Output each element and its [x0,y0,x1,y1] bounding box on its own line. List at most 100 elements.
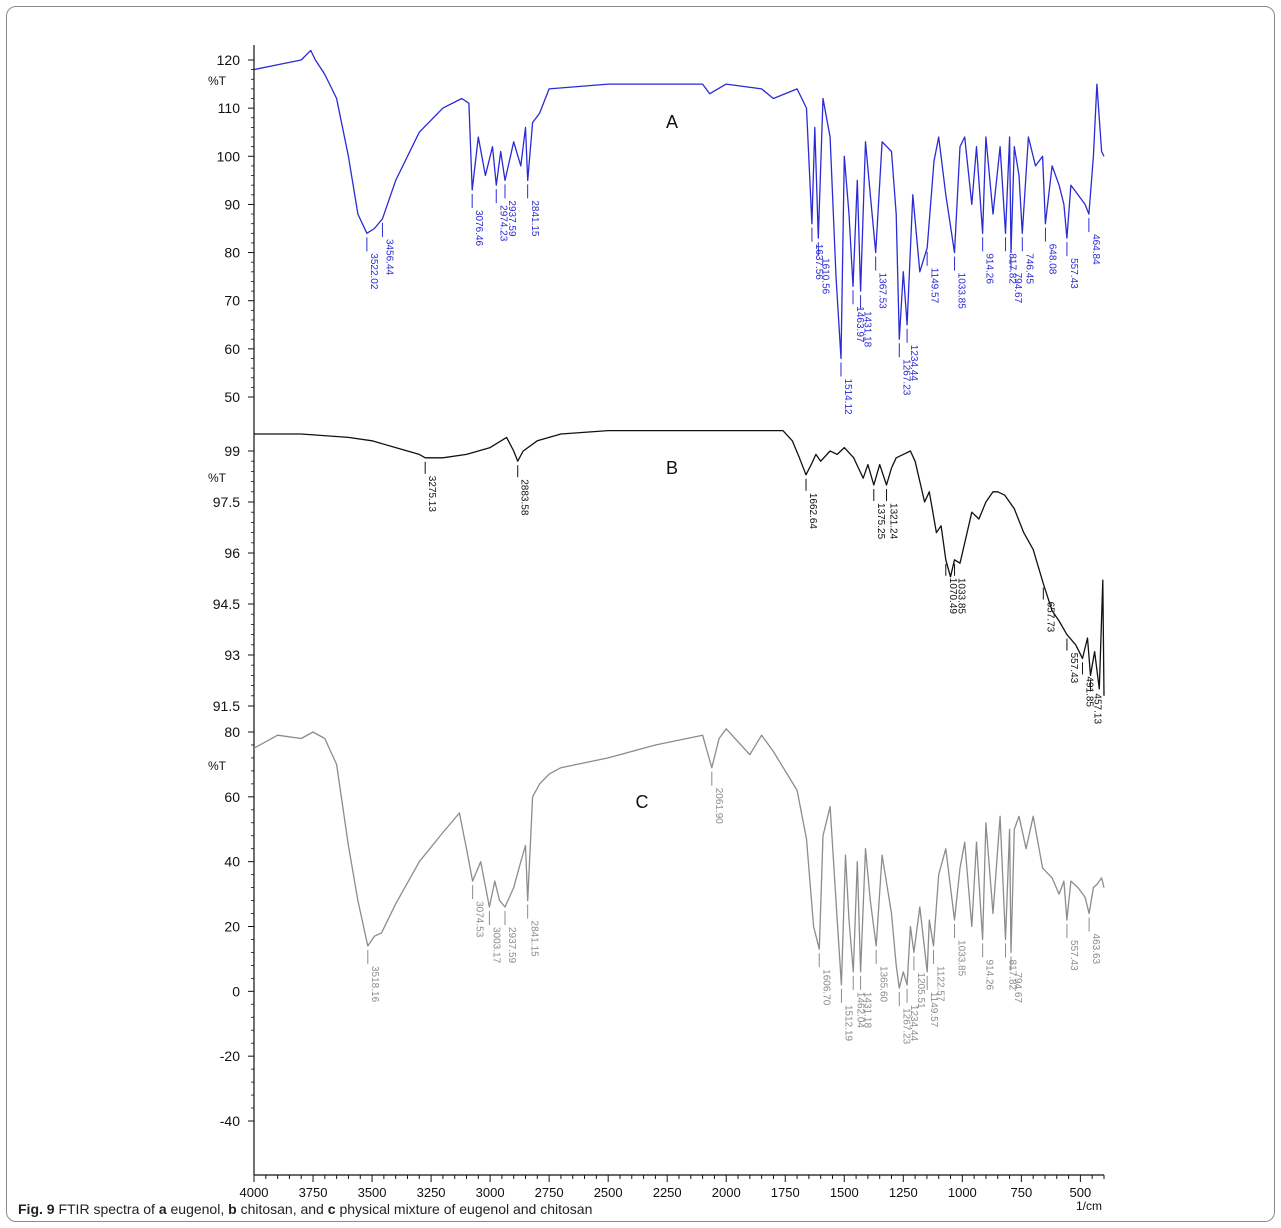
peak-label: 3518.16 [369,966,380,1003]
x-tick-label: 2250 [653,1185,682,1200]
panel-label: A [666,112,678,132]
peak-label: 2937.59 [506,200,517,237]
y-tick-label: 91.5 [213,698,240,714]
peak-label: 557.43 [1068,258,1079,289]
x-unit-label: 1/cm [1076,1199,1102,1213]
panel-label: B [666,458,678,478]
y-tick-label: -40 [220,1113,240,1129]
x-tick-label: 3000 [476,1185,505,1200]
peak-label: 1234.44 [908,1005,919,1042]
peak-label: 3003.17 [490,927,501,964]
peak-label: 2974.23 [497,205,508,242]
peak-label: 3275.13 [426,476,437,513]
y-tick-label: 80 [224,245,240,261]
peak-label: 1321.24 [888,503,899,540]
panel-label: C [636,792,649,812]
peak-label: 817.82 [1007,960,1018,991]
spectrum-line-b [254,429,1105,696]
y-tick-label: 60 [224,789,240,805]
peak-label: 794.67 [1012,972,1023,1003]
peak-label: 1462.04 [854,992,865,1029]
x-tick-label: 3250 [417,1185,446,1200]
y-tick-label: 99 [224,443,240,459]
peak-label: 1070.49 [947,578,958,615]
peak-label: 1514.12 [842,378,853,415]
y-tick-label: 40 [224,854,240,870]
figure-caption: Fig. 9 FTIR spectra of a eugenol, b chit… [18,1201,592,1217]
peak-label: 2061.90 [713,788,724,825]
x-tick-label: 2500 [594,1185,623,1200]
figure-frame [6,6,1275,1222]
peak-label: 1610.56 [819,258,830,295]
peak-label: 1365.60 [877,966,888,1003]
y-axis-label: %T [208,74,227,88]
caption-letter-b: b [228,1201,237,1217]
y-tick-label: 60 [224,341,240,357]
x-tick-label: 1250 [889,1185,918,1200]
peak-label: 794.67 [1012,273,1023,304]
peak-label: 2937.59 [506,927,517,964]
peak-label: 457.13 [1092,693,1103,724]
peak-label: 1033.85 [956,273,967,310]
peak-label: 1033.85 [955,940,966,977]
peak-label: 2883.58 [519,479,530,516]
x-tick-label: 1750 [771,1185,800,1200]
spectrum-line-c [253,728,1105,989]
peak-label: 914.26 [984,253,995,284]
peak-label: 1234.44 [908,345,919,382]
x-tick-label: 750 [1011,1185,1033,1200]
peak-label: 746.45 [1023,253,1034,284]
peak-label: 1149.57 [928,268,939,304]
peak-label: 1606.70 [820,969,831,1006]
y-tick-label: 0 [232,983,240,999]
plot-area: 4000 3750 3500 3250 3000 2750 2500 2250 2000 1750… [208,45,1105,1213]
y-tick-label: 100 [217,148,241,164]
peak-label: 1463.97 [854,306,865,343]
y-tick-label: 50 [224,389,240,405]
peak-label: 1149.57 [928,992,939,1028]
caption-text-2: eugenol, [170,1201,225,1217]
peak-label: 2841.15 [529,921,540,958]
peak-label: 1033.85 [956,578,967,615]
caption-text-4: physical mixture of eugenol and chitosan [339,1201,593,1217]
peak-label: 1431.18 [862,311,873,348]
x-tick-label: 1000 [948,1185,977,1200]
y-tick-label: 120 [217,52,241,68]
x-tick-label: 2750 [535,1185,564,1200]
peak-label: 3456.44 [383,239,394,276]
peak-label: 463.63 [1090,934,1101,965]
peak-label: 1637.56 [813,244,824,281]
peak-label: 657.73 [1044,602,1055,633]
peak-label: 3074.53 [474,901,485,938]
peak-label: 1122.57 [935,966,946,1002]
peak-label: 914.26 [984,960,995,991]
peak-label: 1662.64 [807,493,818,530]
caption-letter-a: a [158,1201,167,1217]
y-axis-label: %T [208,759,227,773]
y-tick-label: 70 [224,293,240,309]
y-axis-label: %T [208,471,227,485]
x-tick-label: 2000 [712,1185,741,1200]
y-tick-label: 20 [224,919,240,935]
peak-label: 1431.18 [862,992,873,1029]
caption-text-3: chitosan, and [240,1201,324,1217]
y-tick-label: 97.5 [213,494,240,510]
spectrum-line-a [253,49,1105,360]
y-tick-label: 90 [224,196,240,212]
caption-letter-c: c [327,1201,336,1217]
x-tick-label: 3750 [299,1185,328,1200]
y-tick-label: 96 [224,545,240,561]
x-tick-label: 1500 [830,1185,859,1200]
y-tick-label: 110 [218,100,241,116]
peak-label: 1512.19 [842,1005,853,1042]
caption-fig-label: Fig. 9 [18,1201,55,1217]
y-tick-label: 80 [224,724,240,740]
peak-label: 1367.53 [877,273,888,310]
x-tick-label: 4000 [240,1185,269,1200]
caption-text-1: FTIR spectra of [58,1201,155,1217]
x-tick-label: 3500 [358,1185,387,1200]
peak-label: 648.08 [1046,244,1057,275]
y-tick-label: 93 [224,647,240,663]
peak-label: 3522.02 [368,253,379,290]
